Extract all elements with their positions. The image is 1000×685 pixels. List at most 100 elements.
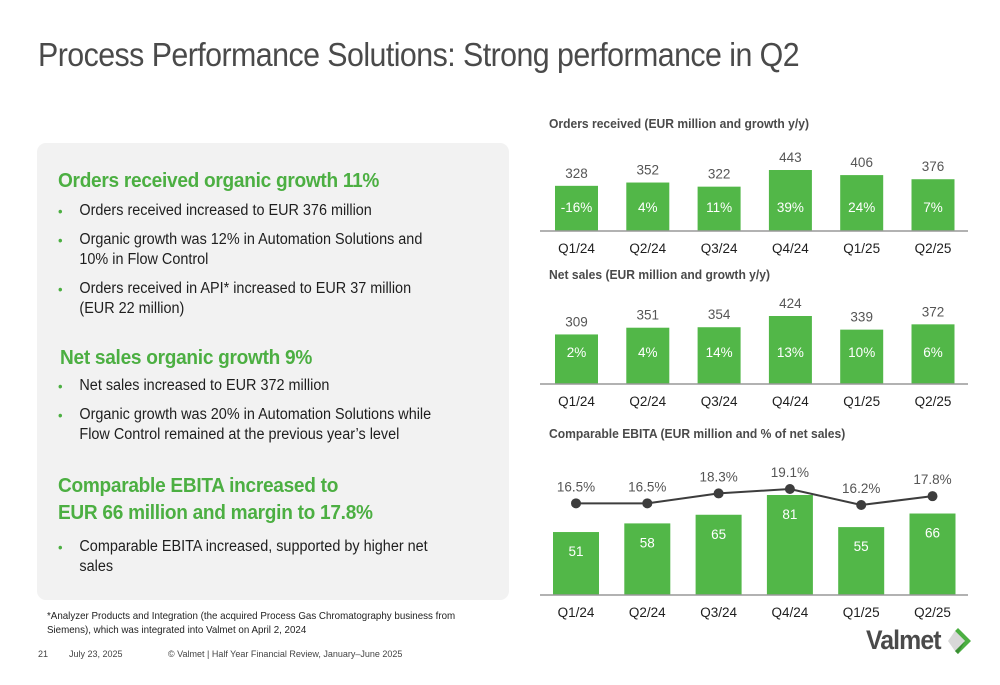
x-tick-label: Q2/24: [629, 394, 666, 409]
ebita-bar-Q4-24: [766, 495, 813, 595]
bar-Q3-24: [697, 327, 741, 384]
growth-label: 11%: [706, 200, 732, 215]
growth-label: 4%: [638, 345, 658, 360]
growth-label: 2%: [567, 345, 587, 360]
section-heading-orders: Orders received organic growth 11%: [58, 169, 380, 192]
margin-label: 16.5%: [557, 479, 595, 494]
ebita-value-label: 81: [782, 507, 797, 522]
margin-point: [784, 484, 795, 494]
margin-label: 19.1%: [771, 465, 809, 480]
logo-text: Valmet: [866, 625, 941, 655]
x-tick-label: Q4/24: [772, 241, 809, 256]
margin-label: 17.8%: [913, 472, 951, 487]
growth-label: 13%: [777, 345, 804, 360]
ebita-bar-Q2-24: [624, 523, 671, 595]
value-label: 376: [922, 159, 945, 174]
bullet-item: • Organic growth was 20% in Automation S…: [58, 406, 432, 443]
x-tick-label: Q2/24: [629, 241, 666, 256]
growth-label: 39%: [777, 200, 804, 215]
x-tick-label: Q1/24: [558, 241, 595, 256]
section-heading-ebita-line2: EUR 66 million and margin to 17.8%: [58, 501, 373, 524]
x-tick-label: Q2/25: [914, 605, 951, 620]
ebita-value-label: 55: [854, 539, 869, 554]
bullet-item: • Comparable EBITA increased, supported …: [58, 538, 428, 575]
value-label: 372: [922, 304, 945, 319]
bullet-icon: •: [58, 539, 63, 555]
highlights-panel: [37, 143, 509, 600]
margin-point: [856, 500, 867, 510]
net-sales-chart-title: Net sales (EUR million and growth y/y): [549, 267, 771, 282]
bar-Q1-25: [840, 175, 884, 231]
growth-label: 6%: [923, 345, 943, 360]
footer-date: July 23, 2025: [69, 649, 123, 659]
margin-label: 16.2%: [842, 481, 880, 496]
bullet-item: • Organic growth was 12% in Automation S…: [58, 231, 423, 268]
bar-Q1-25: [840, 329, 884, 384]
growth-label: 7%: [923, 200, 943, 215]
bullet-icon: •: [58, 378, 63, 394]
section-heading-net-sales: Net sales organic growth 9%: [60, 346, 313, 369]
margin-point: [642, 498, 653, 509]
value-label: 354: [708, 307, 731, 322]
margin-point: [713, 488, 724, 499]
valmet-logo: Valmet: [866, 625, 973, 656]
margin-point: [571, 498, 581, 509]
orders-chart-title: Orders received (EUR million and growth …: [549, 116, 810, 131]
bar-Q2-25: [911, 179, 955, 231]
x-tick-label: Q1/24: [558, 394, 595, 409]
ebita-chart-title: Comparable EBITA (EUR million and % of n…: [549, 426, 846, 441]
ebita-value-label: 51: [568, 544, 583, 559]
growth-label: 24%: [848, 200, 875, 215]
comparable-ebita-chart: 51 Q1/24 58 Q2/24 65 Q3/24 81 Q4/24 55 Q1/25 66 Q2/…: [540, 465, 968, 620]
x-tick-label: Q1/25: [843, 394, 880, 409]
value-label: 339: [850, 310, 873, 325]
section-heading-ebita: Comparable EBITA increased to: [58, 474, 339, 497]
net-sales-chart: 309 2% Q1/24 351 4% Q2/24 354 14% Q3/24 424 13% Q4/…: [540, 296, 968, 409]
bar-Q4-24: [768, 316, 812, 384]
x-tick-label: Q1/25: [843, 241, 880, 256]
ebita-value-label: 66: [925, 526, 940, 541]
growth-label: 4%: [638, 200, 658, 215]
ebita-bar-Q2-25: [909, 513, 956, 595]
ebita-value-label: 58: [640, 535, 655, 550]
slide-title: Process Performance Solutions: Strong pe…: [38, 36, 800, 73]
margin-label: 18.3%: [699, 469, 737, 484]
value-label: 406: [850, 155, 873, 170]
margin-line: [576, 487, 933, 507]
bar-Q2-24: [626, 182, 670, 231]
ebita-bar-Q1-25: [838, 527, 885, 595]
bullet-icon: •: [58, 203, 63, 219]
x-tick-label: Q4/24: [772, 394, 809, 409]
margin-point: [927, 491, 938, 502]
bar-Q3-24: [697, 186, 741, 231]
x-tick-label: Q1/24: [558, 605, 595, 620]
bullet-icon: •: [58, 281, 63, 297]
bullet-item: • Net sales increased to EUR 372 million: [58, 377, 330, 394]
value-label: 309: [565, 314, 588, 329]
footer-copyright: © Valmet | Half Year Financial Review, J…: [168, 649, 403, 659]
growth-label: -16%: [561, 200, 593, 215]
value-label: 352: [637, 163, 660, 178]
value-label: 322: [708, 167, 731, 182]
margin-label: 16.5%: [628, 479, 666, 494]
value-label: 328: [565, 166, 588, 181]
bar-Q2-24: [626, 327, 670, 384]
x-tick-label: Q3/24: [700, 605, 737, 620]
bar-Q1-24: [555, 334, 598, 384]
x-tick-label: Q2/25: [915, 241, 952, 256]
x-tick-label: Q1/25: [843, 605, 880, 620]
page-number: 21: [38, 649, 49, 659]
footnote: *Analyzer Products and Integration (the …: [47, 610, 456, 636]
x-tick-label: Q3/24: [701, 241, 738, 256]
orders-received-chart: 328 -16% Q1/24 352 4% Q2/24 322 11% Q3/24 443 39% Q…: [540, 150, 968, 256]
valmet-diamond-icon: [948, 627, 972, 654]
value-label: 443: [779, 150, 802, 165]
bar-Q4-24: [768, 170, 812, 231]
x-tick-label: Q2/24: [629, 605, 666, 620]
ebita-value-label: 65: [711, 527, 726, 542]
bullet-icon: •: [58, 407, 63, 423]
value-label: 424: [779, 296, 802, 311]
x-tick-label: Q4/24: [772, 605, 809, 620]
value-label: 351: [637, 308, 660, 323]
ebita-bar-Q3-24: [695, 514, 742, 595]
